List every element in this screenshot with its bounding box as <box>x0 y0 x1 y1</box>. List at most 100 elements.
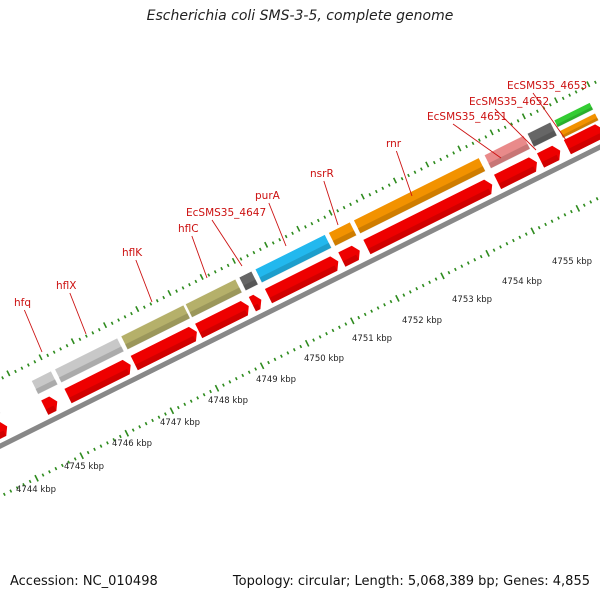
scale-tick <box>26 363 30 367</box>
scale-tick <box>15 486 19 490</box>
scale-tick <box>516 119 520 123</box>
scale-tick <box>110 321 114 325</box>
gene-feature-shade <box>332 230 357 247</box>
scale-tick <box>209 389 212 394</box>
scale-tick <box>489 129 494 136</box>
cds-arrow <box>41 396 58 415</box>
scale-tick <box>402 293 406 297</box>
kbp-label: 4754 kbp <box>502 277 542 287</box>
scale-tick <box>138 425 142 429</box>
scale-tick <box>360 193 365 200</box>
scale-tick <box>213 270 217 274</box>
scale-tick <box>434 277 438 281</box>
cds-arrow-shade <box>45 405 57 415</box>
scale-tick <box>510 122 514 126</box>
map-title: Escherichia coli SMS-3-5, complete genom… <box>146 8 454 24</box>
cds-arrow-shade <box>269 265 338 304</box>
scale-tick <box>582 203 586 207</box>
scale-tick <box>561 96 565 101</box>
scale-tick <box>271 241 275 245</box>
scale-tick <box>421 283 425 288</box>
scale-tick <box>529 112 533 117</box>
gene-label: nsrR <box>310 168 334 180</box>
scale-tick <box>503 125 507 129</box>
scale-tick <box>241 373 245 378</box>
scale-tick <box>46 353 50 358</box>
scale-tick <box>557 216 560 220</box>
scale-tick <box>91 331 95 335</box>
scale-tick <box>22 482 26 487</box>
scale-tick <box>569 209 573 214</box>
gene-label: EcSMS35_4647 <box>186 207 266 219</box>
kbp-label: 4749 kbp <box>256 375 296 385</box>
cds-arrow-shade <box>199 309 248 339</box>
scale-tick <box>425 161 430 168</box>
gene-feature-box <box>254 234 332 284</box>
scale-tick <box>124 429 130 437</box>
gene-label-leader <box>395 150 413 197</box>
gene-label: EcSMS35_4652 <box>469 96 549 108</box>
scale-tick <box>151 418 154 423</box>
cds-arrow <box>264 256 339 304</box>
scale-tick <box>79 452 84 460</box>
scale-tick <box>220 266 224 271</box>
scale-tick <box>530 227 536 235</box>
scale-tick <box>176 405 180 410</box>
cds-arrow <box>130 326 197 371</box>
scale-tick <box>586 81 591 88</box>
scale-tick <box>155 299 159 303</box>
cds-arrow-shade <box>135 335 196 371</box>
scale-tick <box>478 138 481 142</box>
scale-tick <box>48 470 51 474</box>
scale-tick <box>389 299 393 304</box>
kbp-label: 4752 kbp <box>402 316 442 326</box>
cds-arrow <box>64 359 131 404</box>
scale-tick <box>518 235 522 240</box>
scale-tick <box>338 325 341 329</box>
kbp-label: 4747 kbp <box>160 418 200 428</box>
gene-feature-shade <box>556 106 594 128</box>
scale-tick <box>106 441 109 445</box>
scale-tick <box>41 473 45 477</box>
scale-tick <box>316 218 320 223</box>
scale-tick <box>65 344 69 348</box>
scale-tick <box>581 87 584 91</box>
scale-tick <box>226 263 230 268</box>
scale-tick <box>291 231 294 235</box>
topology-text: Topology: circular; Length: 5,068,389 bp… <box>232 574 590 589</box>
cds-arrow <box>494 157 537 190</box>
kbp-label: 4753 kbp <box>452 295 492 305</box>
scale-tick <box>130 311 133 316</box>
scale-tick <box>246 254 249 258</box>
scale-tick <box>350 317 355 325</box>
gene-feature-shade <box>561 117 599 139</box>
scale-tick <box>169 407 175 415</box>
scale-tick <box>328 209 333 216</box>
scale-tick <box>144 421 148 426</box>
scale-tick <box>387 183 391 187</box>
scale-tick <box>149 302 153 306</box>
scale-tick <box>420 167 423 171</box>
cds-arrow-shade <box>342 254 359 267</box>
gene-feature-shade <box>125 313 191 350</box>
scale-tick <box>264 241 269 248</box>
scale-tick <box>485 249 490 257</box>
scale-tick <box>188 282 191 287</box>
scale-tick <box>370 309 374 313</box>
gene-feature-box <box>526 121 558 148</box>
scale-tick <box>202 393 206 397</box>
gene-feature-box <box>353 157 486 235</box>
scale-tick <box>492 248 496 252</box>
cds-arrow-shade <box>541 154 560 168</box>
gene-feature-shade <box>357 166 486 234</box>
scale-tick <box>357 315 361 320</box>
gene-feature-shade <box>488 143 531 169</box>
gene-label: hflX <box>56 280 76 292</box>
scale-tick <box>574 90 578 94</box>
gene-feature-box <box>184 278 243 318</box>
gene-feature-box <box>30 370 59 395</box>
scale-tick <box>383 303 386 307</box>
scale-tick <box>554 97 559 104</box>
scale-tick <box>544 222 547 227</box>
